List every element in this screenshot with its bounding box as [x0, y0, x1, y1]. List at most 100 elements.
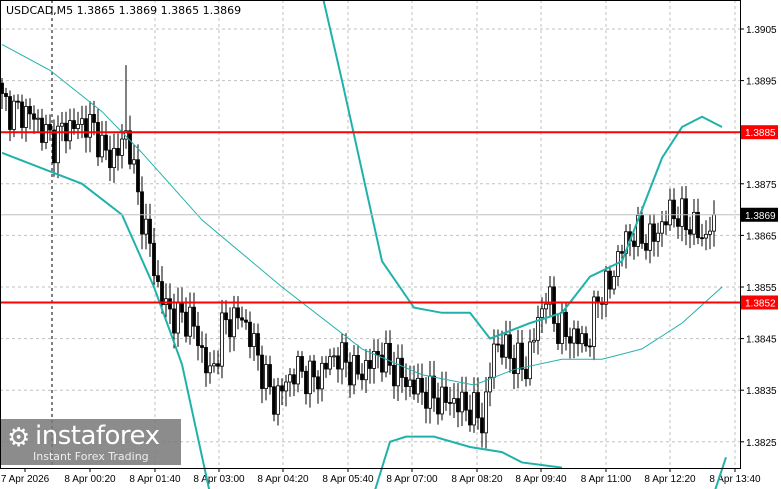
candle-body — [284, 381, 288, 392]
candle-body — [120, 138, 124, 156]
x-tick-label: 7 Apr 2026 — [1, 474, 50, 485]
gear-logo-icon: ⚙ — [7, 423, 31, 453]
candle-body — [680, 198, 684, 227]
candle-body — [540, 308, 544, 318]
candle-body — [668, 199, 672, 226]
candle-body — [612, 275, 616, 290]
candle-body — [652, 223, 656, 242]
candle-body — [388, 342, 392, 366]
candle-body — [8, 96, 12, 130]
y-tick-label: 1.3895 — [746, 77, 777, 88]
candle-body — [376, 351, 380, 356]
candle-body — [520, 342, 524, 370]
candle-body — [620, 251, 624, 254]
candle-body — [68, 120, 72, 142]
candle-body — [168, 298, 172, 310]
plot-border — [0, 0, 741, 469]
candle-body — [608, 270, 612, 290]
candle-body — [212, 363, 216, 367]
candle-body — [384, 342, 388, 373]
x-tick-label: 8 Apr 09:40 — [515, 474, 567, 485]
candle-body — [192, 306, 196, 327]
candle-body — [220, 312, 224, 367]
candle-body — [420, 377, 424, 393]
candle-body — [524, 368, 528, 380]
candle-body — [428, 375, 432, 409]
candle-body — [636, 214, 640, 247]
candle-body — [320, 362, 324, 390]
candle-body — [248, 321, 252, 347]
candle-body — [532, 339, 536, 343]
candle-body — [344, 342, 348, 363]
candle-body — [572, 328, 576, 344]
candle-body — [500, 344, 504, 358]
candle-body — [692, 211, 696, 235]
level-price-tag — [741, 125, 778, 140]
candle-body — [392, 364, 396, 387]
candle-body — [648, 223, 652, 251]
y-tick-label: 1.3905 — [746, 25, 777, 36]
x-tick-label: 8 Apr 00:20 — [64, 474, 116, 485]
candle-body — [216, 363, 220, 367]
candle-body — [368, 360, 372, 369]
candle-body — [464, 391, 468, 411]
level-price-label: 1.3852 — [745, 298, 776, 309]
candle-body — [644, 242, 648, 251]
logo-brand: instaforex — [35, 421, 160, 451]
y-tick-label: 1.3835 — [746, 386, 777, 397]
candle-body — [60, 122, 64, 127]
candle-body — [228, 319, 232, 338]
candle-body — [528, 341, 532, 380]
candle-body — [468, 409, 472, 426]
candle-body — [632, 240, 636, 247]
candle-body — [176, 302, 180, 334]
bollinger-lower-band — [374, 435, 563, 489]
candle-body — [312, 360, 316, 378]
candle-body — [568, 336, 572, 344]
candle-body — [380, 354, 384, 373]
candle-body — [12, 100, 16, 130]
candle-body — [300, 356, 304, 372]
candle-body — [460, 391, 464, 413]
candle-body — [516, 342, 520, 375]
candle-body — [684, 198, 688, 231]
bollinger-upper-band — [322, 0, 723, 340]
candle-body — [424, 391, 428, 409]
candle-body — [432, 375, 436, 399]
candle-body — [556, 323, 560, 344]
chart-header: USDCAD,M5 1.3865 1.3869 1.3865 1.3869 — [6, 4, 242, 17]
level-price-label: 1.3885 — [745, 128, 776, 139]
candle-body — [508, 334, 512, 359]
logo-tagline: Instant Forex Trading — [33, 450, 149, 463]
candle-body — [356, 354, 360, 375]
candle-body — [160, 281, 164, 306]
candle-body — [104, 134, 108, 151]
current-price-tag — [741, 207, 778, 222]
candle-body — [548, 286, 552, 305]
x-tick-label: 8 Apr 07:00 — [386, 474, 438, 485]
candle-body — [712, 214, 716, 232]
candle-body — [696, 211, 700, 239]
candle-body — [708, 230, 712, 235]
candle-body — [244, 319, 248, 323]
y-tick-label: 1.3845 — [746, 335, 777, 346]
candle-body — [48, 124, 52, 131]
candle-body — [444, 386, 448, 403]
candle-body — [148, 218, 152, 244]
candle-body — [32, 113, 36, 120]
candle-body — [276, 385, 280, 415]
candle-body — [544, 303, 548, 310]
bollinger-middle-line — [1, 44, 723, 386]
candle-body — [140, 191, 144, 235]
candle-body — [448, 402, 452, 404]
candle-body — [200, 345, 204, 348]
candle-body — [512, 357, 516, 375]
candle-body — [360, 373, 364, 381]
candle-body — [560, 311, 564, 344]
candle-body — [688, 229, 692, 235]
candle-body — [80, 118, 84, 125]
candle-body — [128, 130, 132, 165]
candle-body — [188, 306, 192, 337]
candle-body — [364, 360, 368, 381]
